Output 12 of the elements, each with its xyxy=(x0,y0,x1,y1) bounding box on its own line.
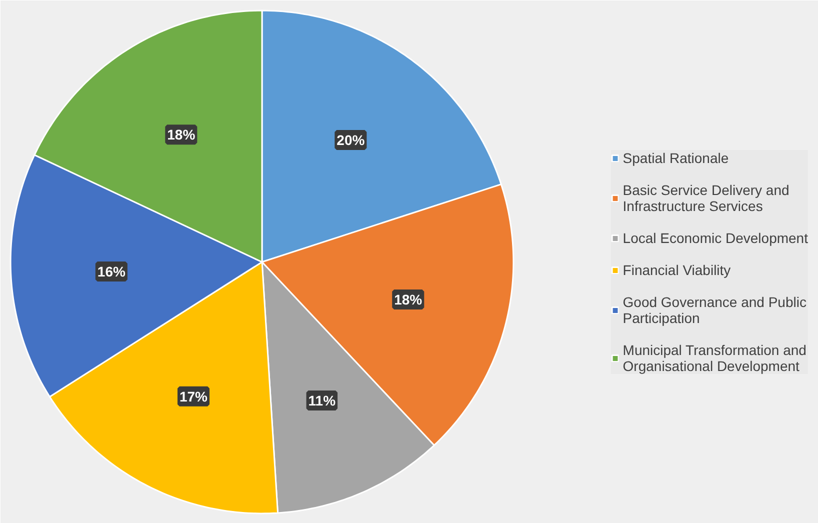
data-label: 11% xyxy=(308,392,336,408)
legend-label: Financial Viability xyxy=(622,262,731,278)
legend-label: Municipal Transformation and Organisational Development xyxy=(622,342,806,374)
data-label: 18% xyxy=(167,126,196,143)
legend-label: Basic Service Delivery and Infrastructure Services xyxy=(622,182,790,214)
data-label: 16% xyxy=(97,263,126,280)
legend-label: Local Economic Development xyxy=(622,230,808,246)
data-label: 17% xyxy=(180,388,208,404)
legend-label: Spatial Rationale xyxy=(622,150,729,166)
data-label: 18% xyxy=(394,292,423,308)
legend-label: Good Governance and Public Participation xyxy=(622,294,806,326)
data-label: 20% xyxy=(336,132,366,148)
